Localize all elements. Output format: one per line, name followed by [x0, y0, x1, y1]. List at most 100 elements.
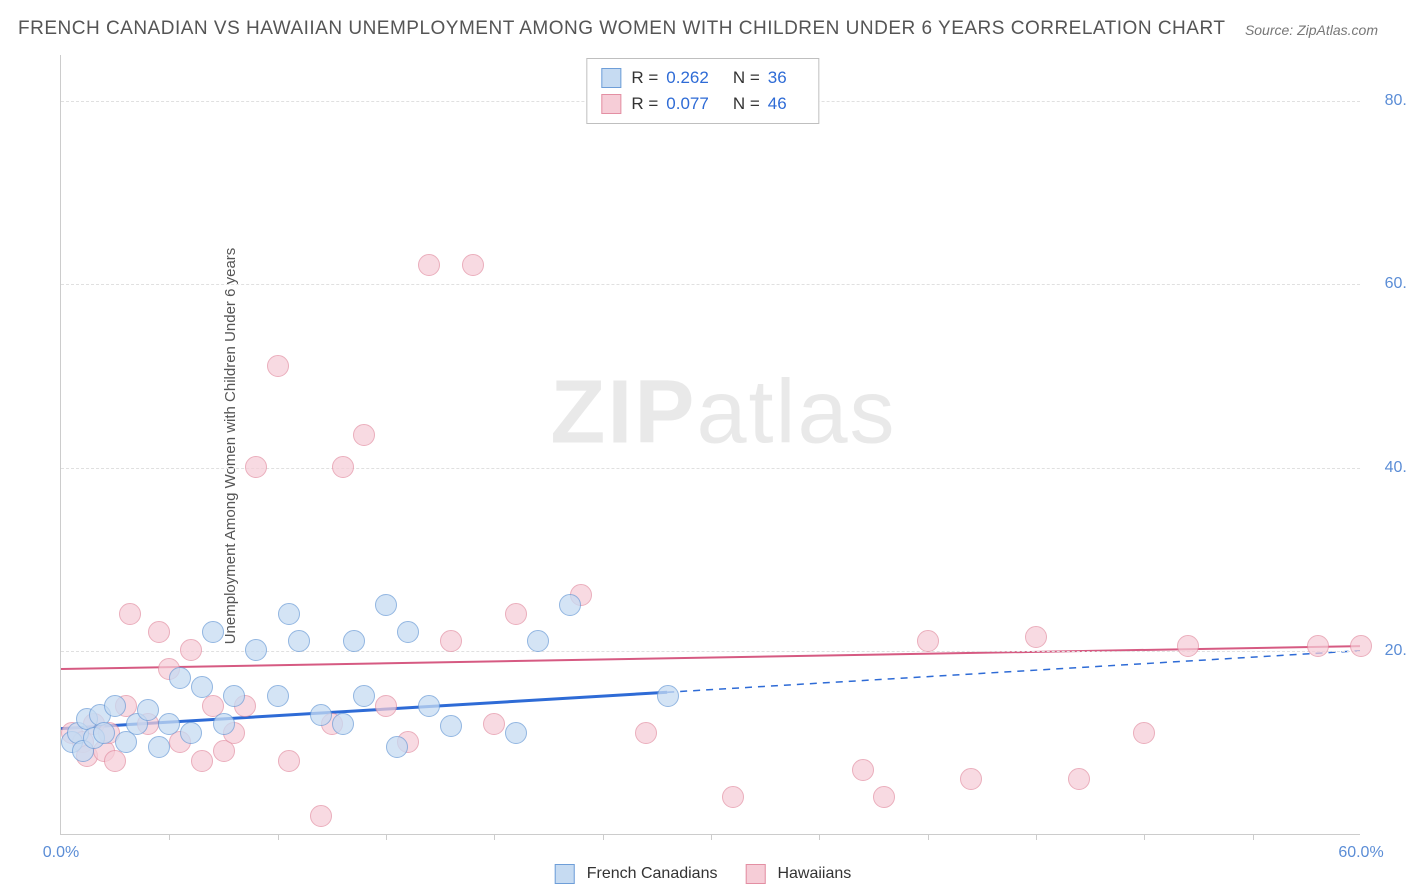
marker-hawaiian — [505, 603, 527, 625]
marker-french — [191, 676, 213, 698]
x-tick — [169, 834, 170, 840]
swatch-hawaiian — [601, 94, 621, 114]
marker-hawaiian — [332, 456, 354, 478]
marker-hawaiian — [310, 805, 332, 827]
swatch-french — [601, 68, 621, 88]
x-tick — [1253, 834, 1254, 840]
r-label: R = — [631, 65, 658, 91]
correlation-legend: R = 0.262 N = 36 R = 0.077 N = 46 — [586, 58, 819, 124]
marker-french — [223, 685, 245, 707]
y-tick-label: 40.0% — [1370, 459, 1406, 477]
series-label-french: French Canadians — [587, 865, 718, 883]
x-tick — [819, 834, 820, 840]
x-tick — [278, 834, 279, 840]
marker-french — [104, 695, 126, 717]
marker-hawaiian — [375, 695, 397, 717]
marker-hawaiian — [873, 786, 895, 808]
marker-french — [278, 603, 300, 625]
marker-hawaiian — [353, 424, 375, 446]
x-tick — [1036, 834, 1037, 840]
marker-french — [375, 594, 397, 616]
marker-french — [527, 630, 549, 652]
r-value-hawaiian: 0.077 — [666, 91, 709, 117]
x-tick — [494, 834, 495, 840]
gridline-h — [61, 284, 1360, 285]
marker-hawaiian — [1350, 635, 1372, 657]
watermark-bold: ZIP — [550, 363, 696, 463]
marker-hawaiian — [852, 759, 874, 781]
marker-french — [440, 715, 462, 737]
n-label: N = — [733, 65, 760, 91]
marker-hawaiian — [278, 750, 300, 772]
marker-french — [505, 722, 527, 744]
legend-row-hawaiian: R = 0.077 N = 46 — [601, 91, 804, 117]
r-value-french: 0.262 — [666, 65, 709, 91]
marker-french — [267, 685, 289, 707]
y-tick-label: 20.0% — [1370, 642, 1406, 660]
marker-french — [202, 621, 224, 643]
marker-hawaiian — [267, 355, 289, 377]
marker-french — [180, 722, 202, 744]
marker-french — [332, 713, 354, 735]
n-label: N = — [733, 91, 760, 117]
chart-title: FRENCH CANADIAN VS HAWAIIAN UNEMPLOYMENT… — [18, 18, 1225, 40]
legend-item-french: French Canadians — [555, 864, 718, 884]
marker-french — [158, 713, 180, 735]
marker-hawaiian — [440, 630, 462, 652]
marker-french — [386, 736, 408, 758]
marker-french — [169, 667, 191, 689]
marker-hawaiian — [1133, 722, 1155, 744]
marker-hawaiian — [722, 786, 744, 808]
marker-hawaiian — [148, 621, 170, 643]
marker-hawaiian — [462, 254, 484, 276]
marker-french — [343, 630, 365, 652]
x-tick — [928, 834, 929, 840]
y-tick-label: 60.0% — [1370, 275, 1406, 293]
marker-hawaiian — [1177, 635, 1199, 657]
marker-hawaiian — [917, 630, 939, 652]
swatch-french — [555, 864, 575, 884]
marker-french — [559, 594, 581, 616]
marker-french — [657, 685, 679, 707]
marker-hawaiian — [245, 456, 267, 478]
marker-french — [213, 713, 235, 735]
marker-hawaiian — [960, 768, 982, 790]
x-tick — [711, 834, 712, 840]
x-tick — [386, 834, 387, 840]
trend-lines — [61, 55, 1360, 834]
marker-hawaiian — [635, 722, 657, 744]
series-label-hawaiian: Hawaiians — [777, 865, 851, 883]
marker-french — [310, 704, 332, 726]
marker-hawaiian — [418, 254, 440, 276]
marker-hawaiian — [191, 750, 213, 772]
source-attribution: Source: ZipAtlas.com — [1245, 22, 1378, 38]
watermark-rest: atlas — [696, 363, 896, 463]
marker-hawaiian — [180, 639, 202, 661]
marker-french — [288, 630, 310, 652]
marker-french — [353, 685, 375, 707]
swatch-hawaiian — [745, 864, 765, 884]
x-tick — [603, 834, 604, 840]
scatter-plot-area: ZIPatlas 20.0%40.0%60.0%80.0%0.0%60.0% — [60, 55, 1360, 835]
marker-hawaiian — [483, 713, 505, 735]
marker-hawaiian — [119, 603, 141, 625]
r-label: R = — [631, 91, 658, 117]
y-tick-label: 80.0% — [1370, 92, 1406, 110]
n-value-french: 36 — [768, 65, 787, 91]
x-tick — [1144, 834, 1145, 840]
marker-french — [93, 722, 115, 744]
marker-french — [148, 736, 170, 758]
marker-french — [137, 699, 159, 721]
marker-french — [245, 639, 267, 661]
marker-french — [418, 695, 440, 717]
marker-hawaiian — [1307, 635, 1329, 657]
x-tick-label: 0.0% — [43, 844, 79, 862]
n-value-hawaiian: 46 — [768, 91, 787, 117]
x-tick-label: 60.0% — [1338, 844, 1383, 862]
legend-item-hawaiian: Hawaiians — [745, 864, 851, 884]
series-legend: French Canadians Hawaiians — [555, 864, 852, 884]
marker-french — [397, 621, 419, 643]
marker-hawaiian — [1068, 768, 1090, 790]
marker-hawaiian — [1025, 626, 1047, 648]
legend-row-french: R = 0.262 N = 36 — [601, 65, 804, 91]
